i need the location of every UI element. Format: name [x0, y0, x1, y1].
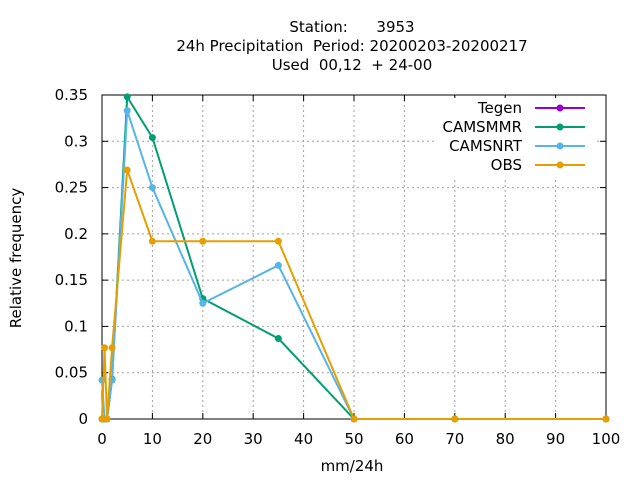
data-point-camsmmr	[148, 134, 156, 142]
y-tick-label: 0.15	[55, 271, 88, 289]
legend-marker-tegen	[556, 104, 564, 112]
x-tick-label: 10	[143, 430, 162, 448]
x-tick-label: 50	[344, 430, 363, 448]
legend-label-camsnrt: CAMSNRT	[449, 137, 523, 155]
legend-marker-camsnrt	[556, 142, 564, 150]
title-line: Used 00,12 + 24-00	[272, 56, 432, 74]
x-tick-label: 80	[496, 430, 515, 448]
data-point-camsnrt	[274, 261, 282, 269]
data-point-obs	[103, 415, 111, 423]
x-tick-label: 90	[546, 430, 565, 448]
y-tick-label: 0.2	[64, 225, 88, 243]
legend-marker-obs	[556, 161, 564, 169]
legend-label-tegen: Tegen	[477, 99, 522, 117]
x-tick-label: 60	[395, 430, 414, 448]
data-point-obs	[123, 166, 131, 174]
y-tick-label: 0.35	[55, 86, 88, 104]
x-tick-label: 40	[294, 430, 313, 448]
y-tick-label: 0.1	[64, 317, 88, 335]
data-point-camsmmr	[123, 93, 131, 101]
y-tick-label: 0.3	[64, 132, 88, 150]
y-axis-label: Relative frequency	[7, 188, 25, 329]
data-point-obs	[199, 237, 207, 245]
data-point-camsnrt	[199, 299, 207, 307]
data-point-camsnrt	[123, 107, 131, 115]
x-tick-label: 70	[445, 430, 464, 448]
title-line: 24h Precipitation Period: 20200203-20200…	[176, 37, 527, 55]
data-point-obs	[602, 415, 610, 423]
data-point-camsmmr	[274, 334, 282, 342]
data-point-obs	[101, 344, 109, 352]
data-point-obs	[98, 415, 106, 423]
x-tick-label: 100	[592, 430, 621, 448]
x-axis-label: mm/24h	[321, 457, 384, 475]
legend-marker-camsmmr	[556, 123, 564, 131]
data-point-camsnrt	[148, 184, 156, 192]
y-tick-label: 0	[78, 410, 88, 428]
y-tick-label: 0.25	[55, 179, 88, 197]
axes: 0 10 20 30 40 50 60 70 80 90 100 0 0.05 0.1 0.15 0.2 0.2…	[55, 86, 621, 448]
x-tick-label: 20	[193, 430, 212, 448]
y-tick-label: 0.05	[55, 364, 88, 382]
data-point-obs	[274, 237, 282, 245]
x-tick-label: 30	[244, 430, 263, 448]
data-point-obs	[148, 237, 156, 245]
x-tick-label: 0	[97, 430, 107, 448]
series-lines	[98, 93, 610, 423]
data-point-obs	[108, 344, 116, 352]
data-point-obs	[451, 415, 459, 423]
legend-label-obs: OBS	[491, 156, 522, 174]
grid	[102, 95, 606, 419]
title-line: Station: 3953	[289, 18, 414, 36]
legend-label-camsmmr: CAMSMMR	[442, 118, 522, 136]
data-point-obs	[350, 415, 358, 423]
